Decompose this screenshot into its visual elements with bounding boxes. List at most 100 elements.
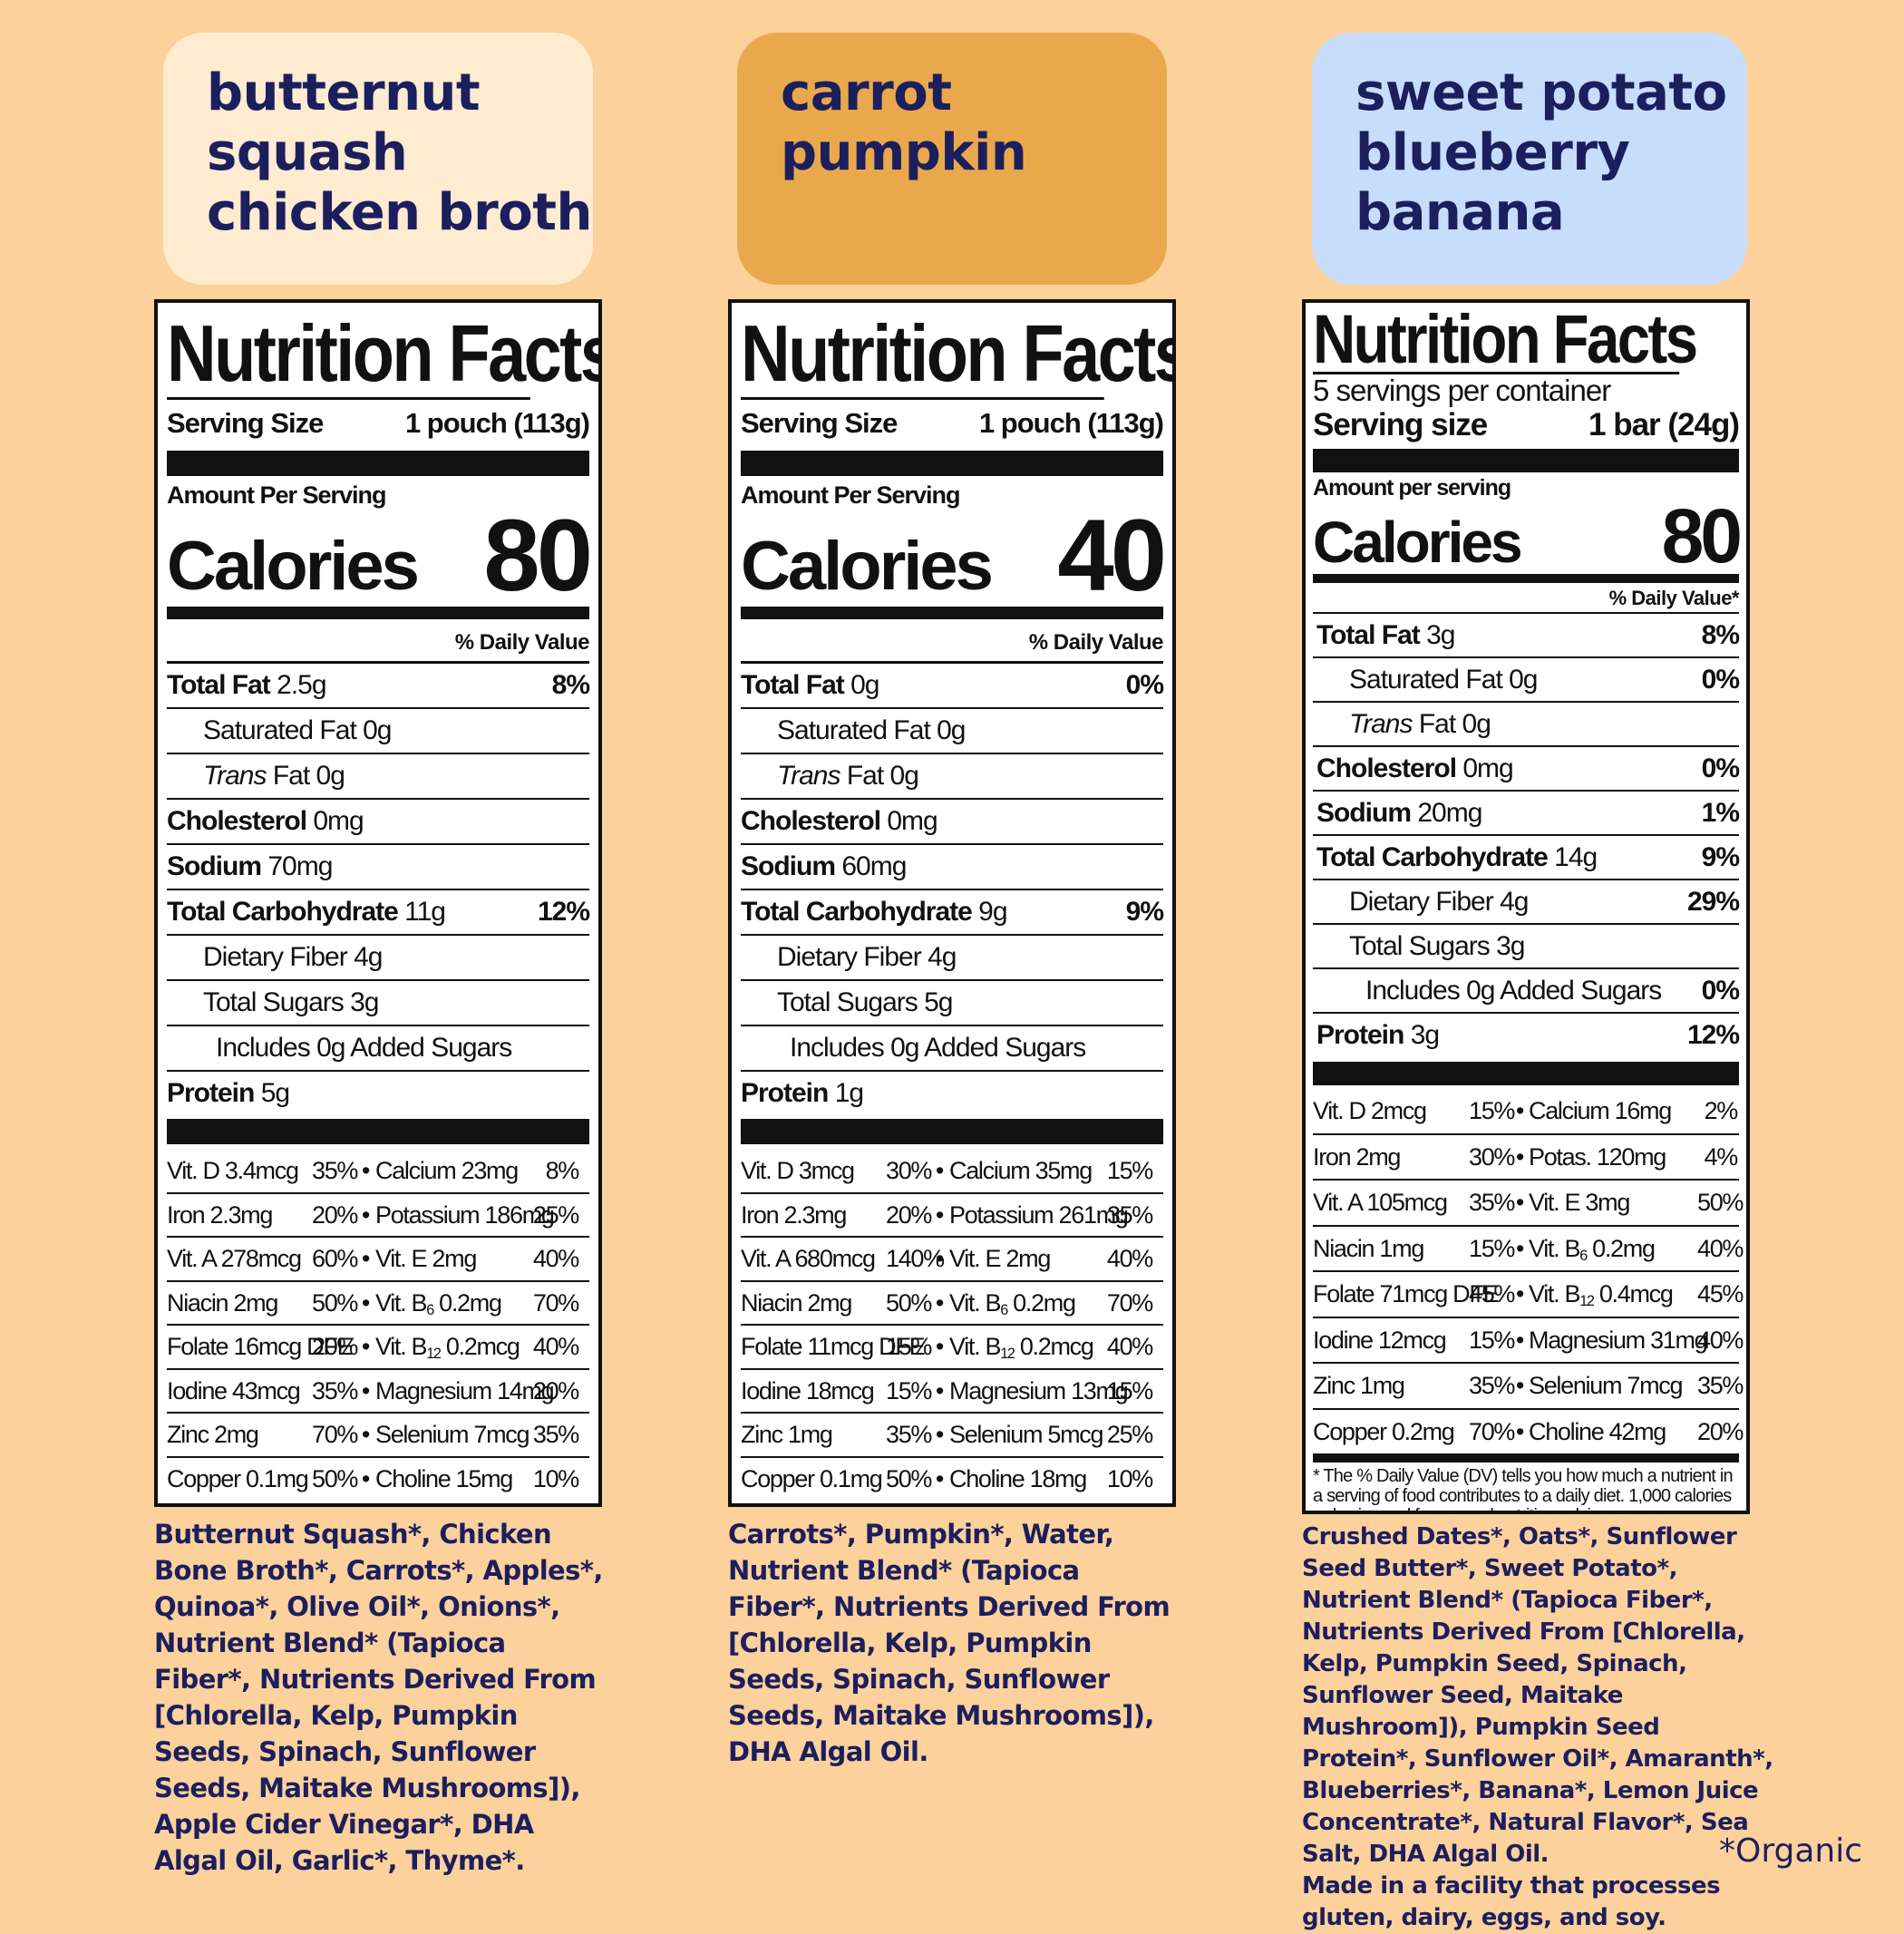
vitamin-daily-value: 20%	[312, 1333, 358, 1360]
bullet-separator: •	[361, 1245, 370, 1272]
ingredients-text: Butternut Squash*, Chicken Bone Broth*, …	[154, 1519, 603, 1876]
vitamin-daily-value: 50%	[886, 1464, 932, 1492]
vitamin-row: Vit. D 2mcg 15% • Calcium 16mg 2%	[1313, 1089, 1739, 1135]
nutrient-name: Protein	[741, 1078, 829, 1108]
vitamin-daily-value: 30%	[1469, 1142, 1515, 1171]
nutrient-row: Total Fat 2.5g 8%	[167, 664, 590, 709]
vitamin-name-group: Vit. B12 0.4mcg	[1529, 1272, 1697, 1317]
calories-label: Calories	[167, 528, 420, 605]
vitamin-name: Iodine 18mcg	[741, 1376, 875, 1404]
vitamin-name: Zinc 2mg	[167, 1421, 259, 1448]
vitamin-daily-value: 40%	[1106, 1333, 1153, 1360]
nutrient-name: Total Sugars	[777, 987, 918, 1017]
vitamin-name: Niacin 2mg	[167, 1288, 278, 1317]
nutrient-name-group: Includes 0g Added Sugars	[741, 1026, 1086, 1070]
nutrient-name-group: Cholesterol 0mg	[167, 800, 364, 843]
product-title-line: chicken broth	[207, 183, 592, 242]
vitamin-name: Vit. A 278mcg	[167, 1245, 302, 1272]
product-title-line: banana	[1355, 183, 1565, 242]
nutrient-amount: 0g	[1509, 665, 1538, 695]
nutrient-name: Cholesterol	[167, 806, 307, 836]
nutrient-name-group: Total Fat 3g	[1316, 614, 1456, 656]
nutrient-amount: 4g	[928, 942, 957, 972]
vitamin-row: Vit. D 3.4mcg 35% • Calcium 23mg 8%	[167, 1150, 589, 1194]
vitamin-daily-value: 15%	[1469, 1097, 1515, 1124]
vitamin-daily-value: 25%	[532, 1200, 579, 1229]
nutrient-row: Total Sugars 3g	[167, 981, 589, 1026]
vitamin-daily-value: 35%	[1697, 1372, 1744, 1399]
nutrient-amount: 14g	[1554, 842, 1598, 872]
nutrient-name: Sodium	[1316, 798, 1412, 828]
calories-value: 80	[483, 499, 593, 612]
nutrient-name-group: Includes 0g Added Sugars	[1316, 969, 1662, 1012]
vitamin-daily-value: 35%	[312, 1157, 358, 1184]
product-title-line: butternut	[207, 63, 481, 122]
nutrition-facts-heading: Nutrition Facts	[167, 308, 602, 400]
bullet-separator: •	[361, 1200, 370, 1229]
bullet-separator: •	[361, 1333, 370, 1360]
vitamin-name-group: Vit. B6 0.2mg	[375, 1282, 528, 1325]
vitamin-daily-value: 20%	[1697, 1417, 1744, 1445]
vitamin-subscript: 12	[426, 1346, 442, 1362]
nutrient-name-group: Sodium 60mg	[741, 845, 907, 889]
vitamin-daily-value: 70%	[312, 1421, 358, 1448]
nutrient-row: Total Carbohydrate 9g 9%	[741, 890, 1164, 936]
nutrient-name: Total Sugars	[1349, 931, 1491, 961]
ingredients-list: Butternut Squash*, Chicken Bone Broth*, …	[154, 1516, 607, 1879]
vitamin-name-group: Vit. B12 0.2mcg	[375, 1326, 528, 1368]
nutrient-name-group: Saturated Fat 0g	[741, 709, 967, 753]
nutrition-facts-label: Nutrition Facts Serving Size 1 pouch (113g…	[154, 299, 602, 1507]
vitamin-name: Vit. B	[1529, 1234, 1581, 1262]
vitamin-daily-value: 50%	[312, 1288, 358, 1317]
nutrient-name: Protein	[167, 1078, 255, 1108]
vitamin-daily-value: 35%	[886, 1421, 932, 1448]
vitamin-daily-value: 35%	[1469, 1372, 1515, 1399]
product-title-line: sweet potato	[1355, 63, 1727, 122]
vitamin-daily-value: 60%	[312, 1245, 358, 1272]
serving-size-row: Serving size 1 bar (24g)	[1313, 407, 1740, 443]
vitamin-name: Selenium 5mcg	[949, 1421, 1103, 1448]
nutrient-name: Total Carbohydrate	[741, 897, 973, 927]
nutrient-name: Trans	[777, 761, 840, 791]
allergen-warning: Made in a facility that processes gluten…	[1302, 1872, 1721, 1931]
vitamin-row: Iodine 43mcg 35% • Magnesium 14mg 20%	[167, 1370, 589, 1414]
daily-value-header: % Daily Value*	[1313, 585, 1740, 614]
nutrient-row: Sodium 70mg	[167, 845, 589, 890]
vitamin-name: Vit. B	[949, 1333, 1002, 1360]
bullet-separator: •	[361, 1376, 370, 1404]
nutrient-name: Saturated Fat	[1349, 665, 1503, 695]
vitamin-name: Copper 0.2mg	[1313, 1417, 1455, 1445]
nutrient-row: Total Sugars 5g	[741, 981, 1163, 1026]
vitamin-daily-value: 15%	[1106, 1157, 1153, 1184]
vitamin-row: Zinc 1mg 35% • Selenium 7mcg 35%	[1313, 1364, 1744, 1410]
bullet-separator: •	[1515, 1326, 1524, 1354]
bullet-separator: •	[361, 1421, 370, 1448]
calories-value: 40	[1057, 499, 1167, 612]
nutrient-name-suffix: Fat	[846, 761, 884, 791]
nutrient-amount: 0g	[316, 761, 345, 791]
vitamin-daily-value: 15%	[1469, 1234, 1515, 1262]
nutrient-row: Saturated Fat 0g	[741, 709, 1163, 754]
nutrient-name-group: Trans Fat 0g	[741, 754, 919, 798]
bullet-separator: •	[361, 1157, 370, 1184]
nutrient-row: Total Carbohydrate 14g 9%	[1313, 836, 1740, 880]
thick-divider	[1313, 449, 1739, 472]
nutrient-amount: 0mg	[313, 806, 364, 836]
amount-per-serving-label: Amount per serving	[1313, 475, 1511, 501]
nutrient-row: Cholesterol 0mg	[167, 800, 589, 845]
vitamin-name-group: Vit. B12 0.2mcg	[949, 1326, 1102, 1368]
vitamin-row: Iodine 12mcg 15% • Magnesium 31mg 40%	[1313, 1318, 1744, 1364]
vitamin-row: Iron 2.3mg 20% • Potassium 261mg 35%	[741, 1194, 1163, 1238]
bullet-separator: •	[1515, 1142, 1524, 1171]
vitamin-name: Vit. D 2mcg	[1313, 1097, 1427, 1124]
vitamin-subscript: 6	[1000, 1301, 1008, 1318]
vitamin-name: Vit. B	[1529, 1280, 1581, 1307]
nutrient-row: Includes 0g Added Sugars	[167, 1026, 589, 1072]
nutrient-row: Total Sugars 3g	[1313, 925, 1739, 969]
vitamin-row: Niacin 2mg 50% • Vit. B6 0.2mg 70%	[167, 1282, 589, 1326]
nutrient-daily-value: 9%	[1125, 897, 1164, 927]
nutrient-amount: 0g	[889, 761, 919, 791]
nutrient-name: Cholesterol	[741, 806, 881, 836]
vitamin-row: Niacin 1mg 15% • Vit. B6 0.2mg 40%	[1313, 1227, 1744, 1272]
bullet-separator: •	[1515, 1372, 1524, 1399]
